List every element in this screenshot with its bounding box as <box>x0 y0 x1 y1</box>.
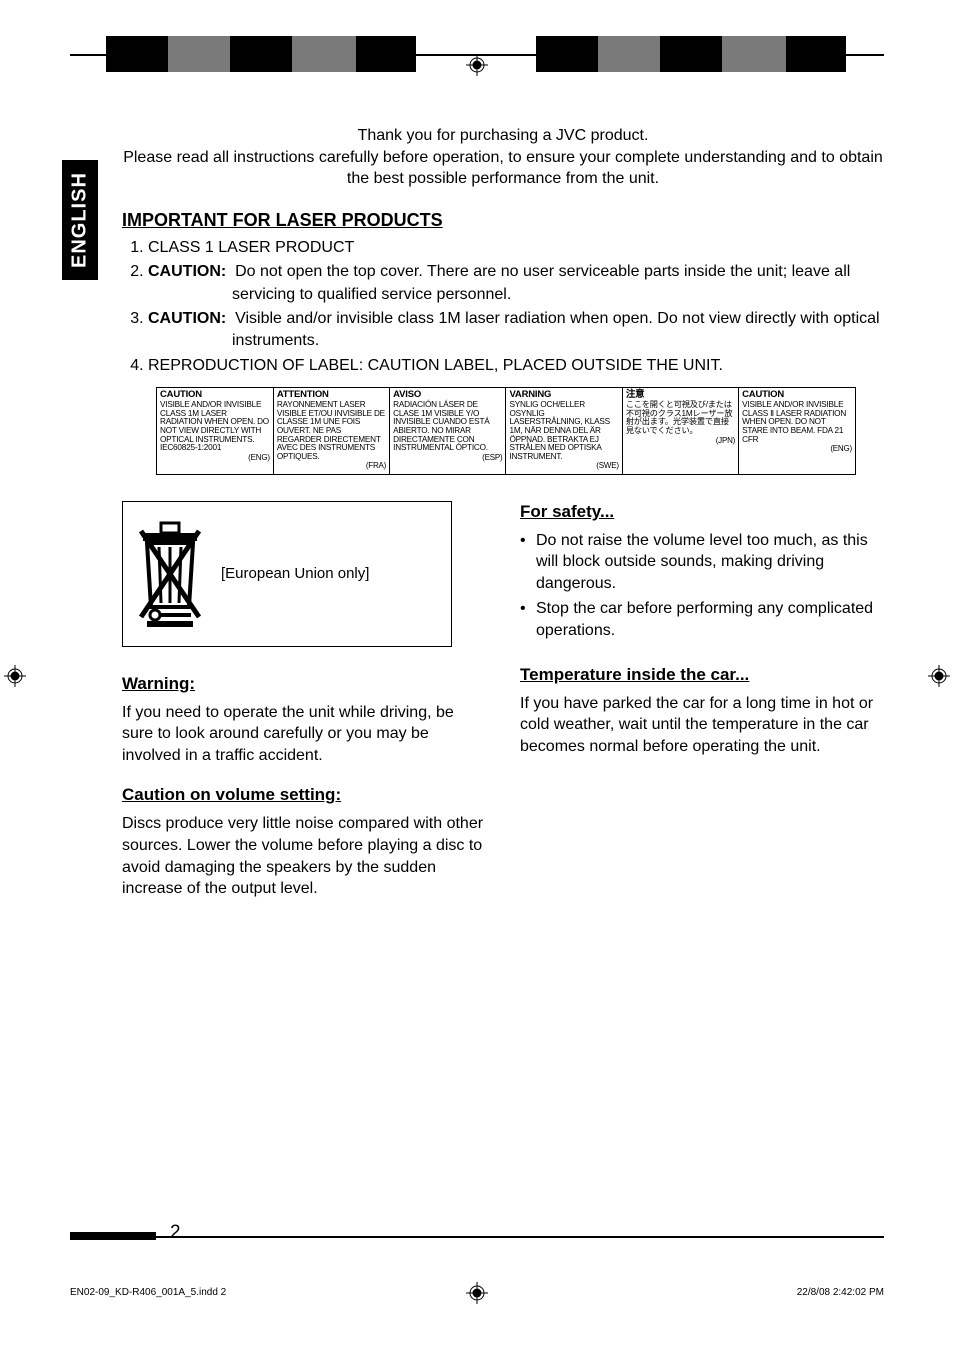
footer-meta: EN02-09_KD-R406_001A_5.indd 2 22/8/08 2:… <box>70 1287 884 1298</box>
safety-list: Do not raise the volume level too much, … <box>520 530 884 642</box>
laser-heading: IMPORTANT FOR LASER PRODUCTS <box>122 210 884 231</box>
temperature-heading: Temperature inside the car... <box>520 664 884 687</box>
footer-right: 22/8/08 2:42:02 PM <box>797 1287 884 1298</box>
volume-heading: Caution on volume setting: <box>122 784 486 807</box>
laser-item-4: REPRODUCTION OF LABEL: CAUTION LABEL, PL… <box>148 355 884 377</box>
temperature-text: If you have parked the car for a long ti… <box>520 693 884 758</box>
topbar-segment <box>106 36 168 72</box>
topbar-segment <box>786 36 846 72</box>
registration-mark-top <box>466 54 488 76</box>
intro-line1: Thank you for purchasing a JVC product. <box>122 125 884 147</box>
bottom-rule <box>70 1236 884 1238</box>
weee-box: [European Union only] <box>122 501 452 647</box>
laser-item-2: CAUTION: Do not open the top cover. Ther… <box>148 261 884 306</box>
topbar-segment <box>598 36 660 72</box>
footer-left: EN02-09_KD-R406_001A_5.indd 2 <box>70 1287 226 1298</box>
laser-item-3: CAUTION: Visible and/or invisible class … <box>148 308 884 353</box>
topbar-segment <box>356 36 416 72</box>
caution-label-col: ATTENTIONRAYONNEMENT LASER VISIBLE ET/OU… <box>273 388 389 474</box>
page-number: 2 <box>170 1222 181 1244</box>
topbar-segment <box>722 36 786 72</box>
warning-text: If you need to operate the unit while dr… <box>122 702 486 767</box>
caution-label-col: 注意ここを開くと可視及び/または不可視のクラス1Mレーザー放射が出ます。光学装置… <box>622 388 738 474</box>
volume-text: Discs produce very little noise compared… <box>122 813 486 899</box>
caution-label-col: CAUTIONVISIBLE AND/OR INVISIBLE CLASS Ⅱ … <box>739 388 855 474</box>
caution-label-col: VARNINGSYNLIG OCH/ELLER OSYNLIG LASERSTR… <box>506 388 622 474</box>
warning-heading: Warning: <box>122 673 486 696</box>
registration-mark-right <box>928 665 950 687</box>
safety-heading: For safety... <box>520 501 884 524</box>
language-tab: ENGLISH <box>62 160 98 280</box>
right-column: For safety... Do not raise the volume le… <box>520 501 884 910</box>
registration-mark-left <box>4 665 26 687</box>
bottom-rule-accent <box>70 1232 156 1240</box>
wheelie-bin-icon <box>137 519 203 629</box>
laser-list: CLASS 1 LASER PRODUCT CAUTION: Do not op… <box>122 237 884 377</box>
safety-item-1: Do not raise the volume level too much, … <box>520 530 884 595</box>
caution-label-col: CAUTIONVISIBLE AND/OR INVISIBLE CLASS 1M… <box>157 388 273 474</box>
weee-caption: [European Union only] <box>221 564 369 584</box>
topbar-segment <box>230 36 292 72</box>
topbar-segment <box>536 36 598 72</box>
laser-item-1: CLASS 1 LASER PRODUCT <box>148 237 884 259</box>
topbar-segment <box>168 36 230 72</box>
caution-label-box: CAUTIONVISIBLE AND/OR INVISIBLE CLASS 1M… <box>156 387 856 475</box>
topbar-segment <box>660 36 722 72</box>
topbar-segment <box>292 36 356 72</box>
caution-label-col: AVISORADIACIÓN LÁSER DE CLASE 1M VISIBLE… <box>390 388 506 474</box>
left-column: [European Union only] Warning: If you ne… <box>122 501 486 910</box>
intro-line2: Please read all instructions carefully b… <box>122 147 884 190</box>
intro-text: Thank you for purchasing a JVC product. … <box>122 125 884 190</box>
safety-item-2: Stop the car before performing any compl… <box>520 598 884 641</box>
